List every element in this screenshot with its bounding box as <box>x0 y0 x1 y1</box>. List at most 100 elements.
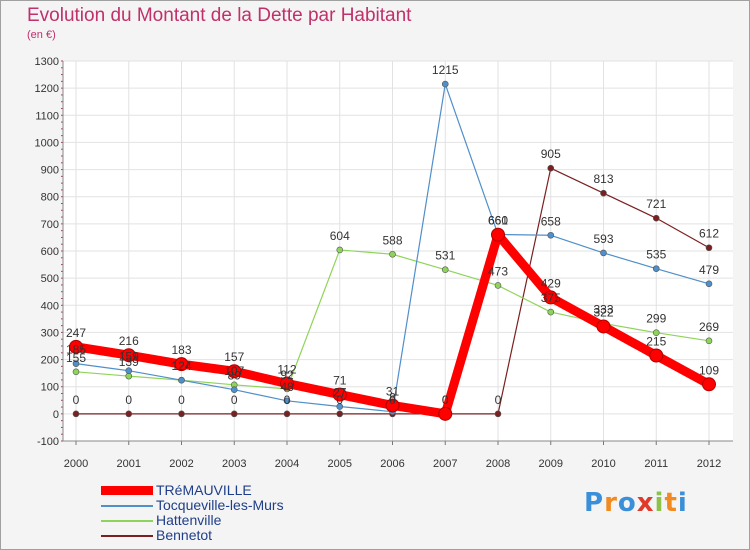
x-tick-label: 2000 <box>64 458 88 470</box>
data-label: 813 <box>593 172 613 186</box>
data-label: 215 <box>646 335 666 349</box>
legend-swatch <box>101 519 153 522</box>
data-label: 48 <box>280 380 294 394</box>
series-0 <box>69 227 716 421</box>
data-label: 593 <box>593 232 613 246</box>
y-tick-label: 300 <box>41 327 59 339</box>
data-label: 0 <box>442 393 449 407</box>
x-tick-label: 2007 <box>433 458 457 470</box>
data-label: 27 <box>333 386 347 400</box>
data-label: 0 <box>125 393 132 407</box>
legend-item: TRéMAUVILLE <box>101 482 361 498</box>
data-point <box>438 406 453 421</box>
x-tick-label: 2002 <box>169 458 193 470</box>
data-point <box>702 377 716 392</box>
data-label: 333 <box>593 302 613 316</box>
data-label: 109 <box>699 363 719 377</box>
chart-subtitle: (en €) <box>27 29 56 41</box>
y-tick-label: 1000 <box>35 137 59 149</box>
data-point <box>283 410 291 418</box>
logo-letter: r <box>604 488 618 518</box>
data-point <box>332 387 347 402</box>
legend-swatch <box>101 486 153 495</box>
logo-letter: i <box>654 488 665 518</box>
y-tick-label: -100 <box>37 436 59 448</box>
data-label: 604 <box>330 229 350 243</box>
x-tick-label: 2009 <box>539 458 563 470</box>
data-point <box>547 164 555 172</box>
logo-letter: o <box>617 488 637 518</box>
data-point <box>543 290 558 305</box>
data-point <box>389 250 396 258</box>
data-point <box>600 249 607 257</box>
data-label: 157 <box>224 350 244 364</box>
x-tick-label: 2012 <box>697 458 721 470</box>
x-tick-label: 2008 <box>486 458 510 470</box>
y-tick-label: 0 <box>53 409 59 421</box>
data-point <box>705 244 713 252</box>
y-tick-label: 1100 <box>35 110 59 122</box>
data-point <box>72 368 80 376</box>
data-point <box>178 376 185 384</box>
y-tick-label: 900 <box>41 165 59 177</box>
data-point <box>125 372 133 380</box>
chart-legend: TRéMAUVILLE Tocqueville-les-Murs Hattenvil… <box>101 482 361 543</box>
y-tick-label: 200 <box>41 355 59 367</box>
data-point <box>547 308 555 316</box>
data-point <box>230 386 238 394</box>
data-point <box>547 231 555 239</box>
x-tick-label: 2004 <box>275 458 299 470</box>
data-label: 531 <box>435 249 455 263</box>
data-label: 1215 <box>432 63 459 77</box>
logo-letter: t <box>664 488 678 518</box>
y-tick-label: 600 <box>41 246 59 258</box>
x-tick-label: 2011 <box>644 458 668 470</box>
legend-label: Bennetot <box>156 527 213 543</box>
data-point <box>705 280 713 288</box>
data-label: 0 <box>495 393 502 407</box>
data-point <box>596 319 611 334</box>
data-label: 658 <box>541 214 561 228</box>
legend-swatch <box>101 504 153 507</box>
data-point <box>385 398 400 413</box>
legend-item: Bennetot <box>101 527 361 543</box>
logo-letter: i <box>677 488 688 518</box>
data-label: 0 <box>73 393 80 407</box>
y-tick-label: 700 <box>41 219 59 231</box>
data-point <box>652 214 660 222</box>
data-point <box>652 265 660 272</box>
data-label: 429 <box>541 276 561 290</box>
data-label: 375 <box>541 291 561 305</box>
data-label: 8 <box>389 391 396 405</box>
data-label: 216 <box>119 334 139 348</box>
data-point <box>178 410 185 418</box>
data-label: 721 <box>646 197 666 211</box>
data-point <box>652 329 660 337</box>
chart-title: Evolution du Montant de la Dette par Hab… <box>27 5 412 26</box>
data-point <box>336 246 344 254</box>
legend-label: Hattenville <box>156 512 222 528</box>
data-point <box>72 410 80 418</box>
data-label: 322 <box>593 305 613 319</box>
data-point <box>283 397 291 405</box>
y-tick-label: 100 <box>41 382 59 394</box>
data-label: 0 <box>442 393 449 407</box>
data-point <box>649 348 664 363</box>
data-point <box>230 410 238 418</box>
x-tick-label: 2010 <box>591 458 615 470</box>
data-point <box>280 376 294 391</box>
data-label: 479 <box>699 263 719 277</box>
y-tick-label: 1200 <box>35 83 59 95</box>
y-tick-label: 1300 <box>35 56 59 68</box>
y-tick-label: 500 <box>41 273 59 285</box>
data-label: 185 <box>66 343 86 357</box>
data-label: 660 <box>488 214 508 228</box>
data-label: 139 <box>119 355 139 369</box>
data-point <box>494 410 502 418</box>
data-label: 183 <box>171 343 191 357</box>
data-label: 905 <box>541 147 561 161</box>
data-label: 107 <box>224 364 244 378</box>
data-label: 535 <box>646 248 666 262</box>
data-label: 159 <box>119 350 139 364</box>
